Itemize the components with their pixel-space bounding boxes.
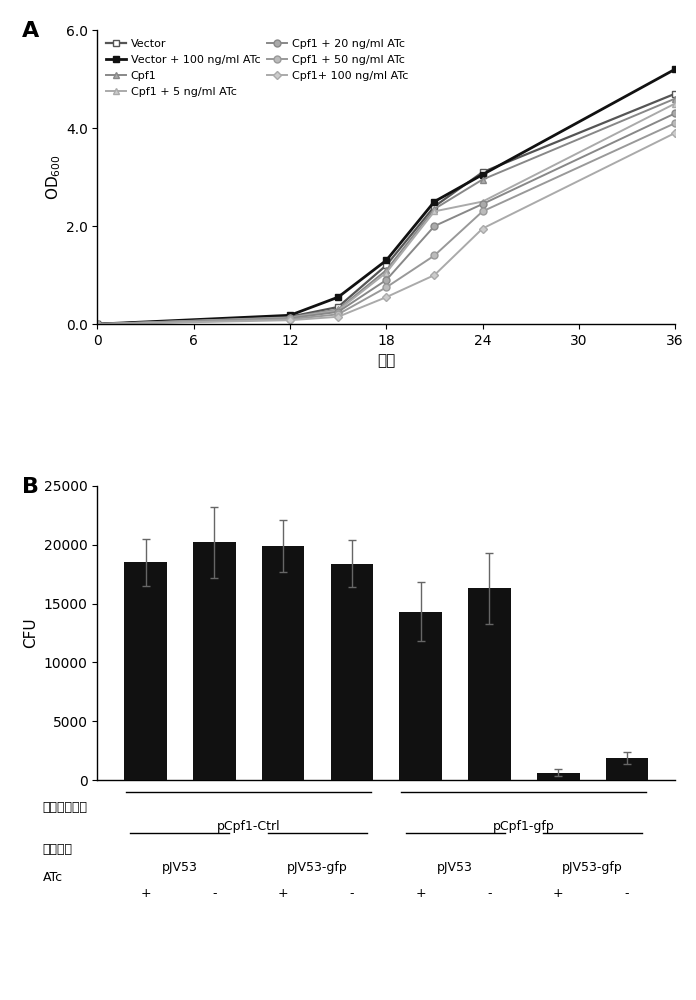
Cpf1 + 20 ng/ml ATc — [286, 312, 294, 324]
Cpf1 + 50 ng/ml ATc — [93, 318, 102, 330]
Vector — [382, 259, 390, 271]
Cpf1 — [382, 264, 390, 276]
Cpf1 + 50 ng/ml ATc — [334, 308, 342, 320]
Cpf1 + 5 ng/ml ATc — [478, 196, 487, 208]
Cpf1 — [671, 93, 679, 105]
Text: pCpf1-Ctrl: pCpf1-Ctrl — [217, 820, 280, 833]
Cpf1 + 50 ng/ml ATc — [478, 205, 487, 217]
Cpf1 + 20 ng/ml ATc — [334, 306, 342, 318]
Text: pJV53: pJV53 — [437, 861, 473, 874]
Text: +: + — [141, 887, 151, 900]
Vector + 100 ng/ml ATc — [430, 196, 438, 208]
Cpf1+ 100 ng/ml ATc — [382, 291, 390, 303]
Cpf1 + 50 ng/ml ATc — [430, 249, 438, 261]
Line: Cpf1+ 100 ng/ml ATc: Cpf1+ 100 ng/ml ATc — [95, 130, 678, 327]
Vector + 100 ng/ml ATc — [334, 291, 342, 303]
Text: B: B — [22, 477, 40, 497]
Cpf1 — [286, 311, 294, 323]
Cpf1 + 5 ng/ml ATc — [671, 98, 679, 110]
Cpf1 — [93, 318, 102, 330]
Cpf1 + 5 ng/ml ATc — [334, 304, 342, 316]
Vector + 100 ng/ml ATc — [382, 254, 390, 266]
Bar — [606, 758, 648, 780]
Cpf1+ 100 ng/ml ATc — [334, 311, 342, 323]
Cpf1 + 5 ng/ml ATc — [286, 312, 294, 324]
Bar — [125, 562, 167, 780]
Vector — [286, 311, 294, 323]
Legend: Vector, Vector + 100 ng/ml ATc, Cpf1, Cpf1 + 5 ng/ml ATc, Cpf1 + 20 ng/ml ATc, C: Vector, Vector + 100 ng/ml ATc, Cpf1, Cp… — [103, 36, 411, 101]
Line: Cpf1 + 20 ng/ml ATc: Cpf1 + 20 ng/ml ATc — [94, 110, 679, 328]
Line: Vector: Vector — [94, 90, 679, 328]
Text: +: + — [278, 887, 288, 900]
Text: -: - — [487, 887, 491, 900]
Cpf1 + 50 ng/ml ATc — [382, 281, 390, 293]
Vector + 100 ng/ml ATc — [478, 169, 487, 181]
Cpf1+ 100 ng/ml ATc — [430, 269, 438, 281]
Cpf1 + 50 ng/ml ATc — [286, 313, 294, 325]
Text: pJV53-gfp: pJV53-gfp — [287, 861, 348, 874]
X-axis label: 小时: 小时 — [377, 353, 395, 368]
Text: 转化质粒: 转化质粒 — [42, 843, 72, 856]
Bar — [400, 612, 442, 780]
Text: +: + — [416, 887, 426, 900]
Cpf1 + 20 ng/ml ATc — [478, 198, 487, 210]
Bar — [468, 588, 511, 780]
Bar — [193, 542, 236, 780]
Text: +: + — [553, 887, 564, 900]
Cpf1 + 20 ng/ml ATc — [430, 220, 438, 232]
Text: -: - — [212, 887, 216, 900]
Line: Cpf1 + 50 ng/ml ATc: Cpf1 + 50 ng/ml ATc — [94, 120, 679, 328]
Y-axis label: CFU: CFU — [23, 618, 38, 648]
Text: pCpf1-gfp: pCpf1-gfp — [493, 820, 555, 833]
Cpf1 — [430, 203, 438, 215]
Vector + 100 ng/ml ATc — [93, 318, 102, 330]
Cpf1 + 20 ng/ml ATc — [671, 107, 679, 119]
Text: pJV53: pJV53 — [162, 861, 198, 874]
Cpf1+ 100 ng/ml ATc — [286, 314, 294, 326]
Line: Cpf1: Cpf1 — [94, 95, 679, 328]
Cpf1+ 100 ng/ml ATc — [478, 223, 487, 235]
Cpf1 + 50 ng/ml ATc — [671, 117, 679, 129]
Vector — [671, 88, 679, 100]
Vector — [93, 318, 102, 330]
Vector — [334, 301, 342, 313]
Cpf1 — [478, 174, 487, 186]
Text: A: A — [22, 21, 40, 41]
Cpf1 + 5 ng/ml ATc — [93, 318, 102, 330]
Vector — [430, 200, 438, 212]
Cpf1 + 5 ng/ml ATc — [382, 267, 390, 279]
Vector + 100 ng/ml ATc — [286, 309, 294, 321]
Text: -: - — [349, 887, 354, 900]
Text: -: - — [625, 887, 629, 900]
Text: pJV53-gfp: pJV53-gfp — [562, 861, 623, 874]
Text: 感受态内质粒: 感受态内质粒 — [42, 801, 88, 814]
Bar — [331, 564, 373, 780]
Vector — [478, 166, 487, 178]
Text: ATc: ATc — [42, 871, 63, 884]
Cpf1 + 20 ng/ml ATc — [93, 318, 102, 330]
Bar — [262, 546, 304, 780]
Cpf1 + 5 ng/ml ATc — [430, 205, 438, 217]
Cpf1+ 100 ng/ml ATc — [671, 127, 679, 139]
Vector + 100 ng/ml ATc — [671, 63, 679, 75]
Bar — [537, 773, 580, 780]
Line: Vector + 100 ng/ml ATc: Vector + 100 ng/ml ATc — [94, 66, 679, 328]
Cpf1 + 20 ng/ml ATc — [382, 274, 390, 286]
Line: Cpf1 + 5 ng/ml ATc: Cpf1 + 5 ng/ml ATc — [94, 100, 679, 328]
Cpf1 — [334, 303, 342, 315]
Y-axis label: OD$_{600}$: OD$_{600}$ — [45, 154, 63, 200]
Cpf1+ 100 ng/ml ATc — [93, 318, 102, 330]
